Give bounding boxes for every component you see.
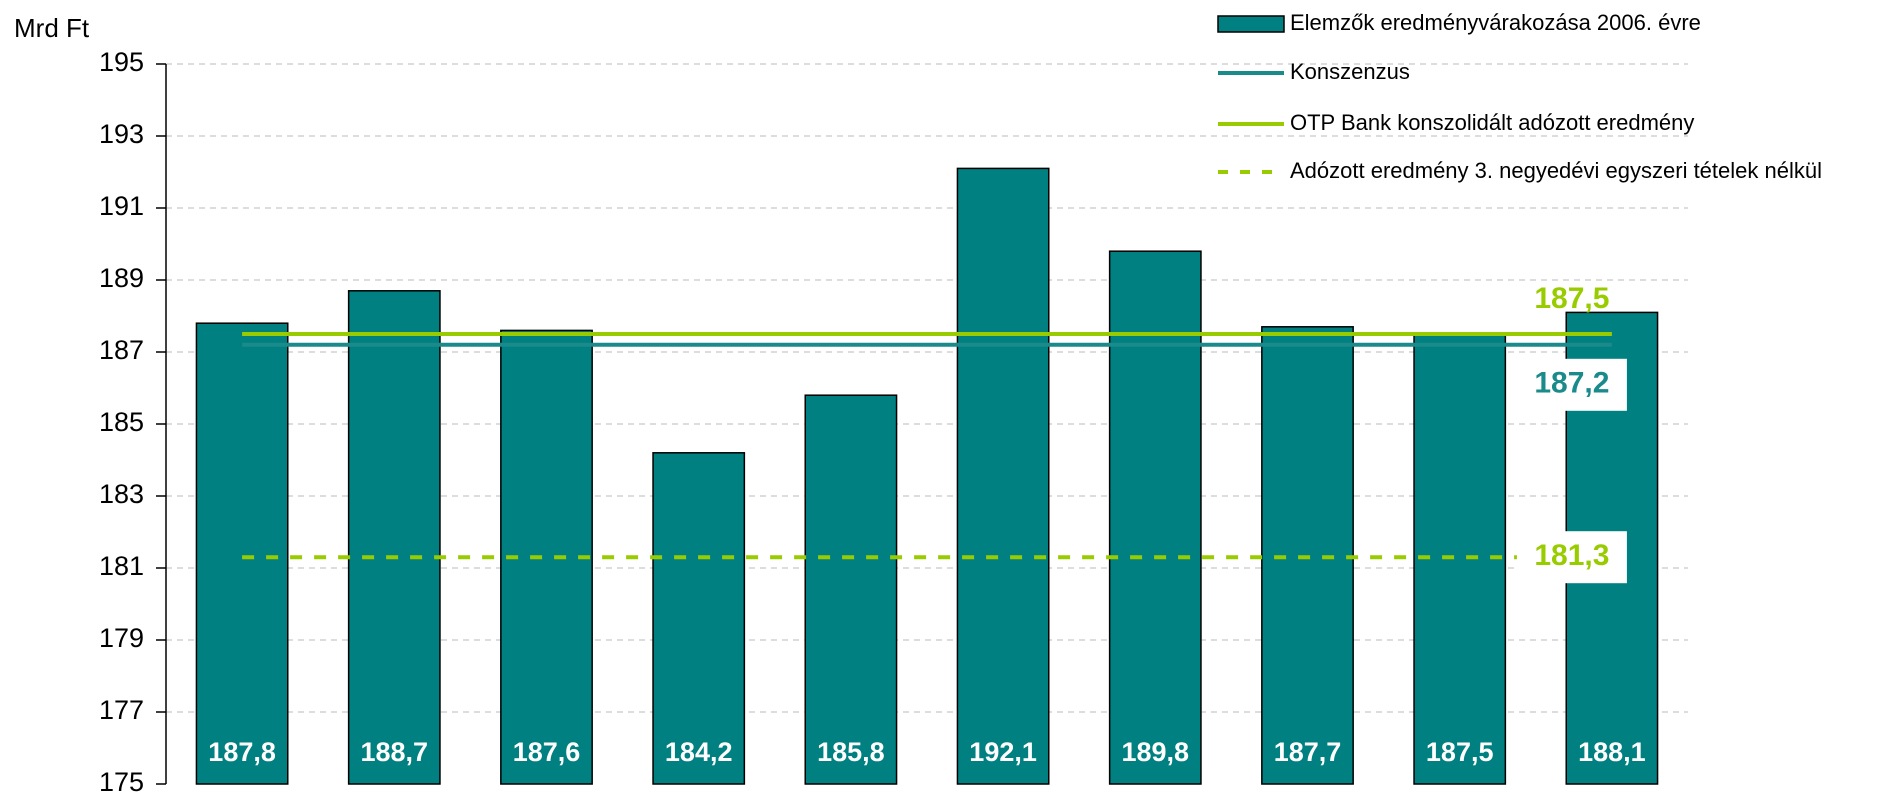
bar-value-label: 184,2: [665, 737, 733, 767]
bar-value-label: 185,8: [817, 737, 885, 767]
y-tick-label: 179: [99, 623, 144, 653]
bar: [804, 394, 898, 785]
legend-label: Elemzők eredményvárakozása 2006. évre: [1290, 10, 1701, 35]
bar-value-label: 187,7: [1274, 737, 1342, 767]
y-tick-label: 187: [99, 335, 144, 365]
bar: [195, 322, 289, 785]
bar-value-label: 192,1: [969, 737, 1037, 767]
legend-label: Adózott eredmény 3. negyedévi egyszeri t…: [1290, 158, 1822, 183]
y-tick-label: 189: [99, 263, 144, 293]
y-axis-label: Mrd Ft: [14, 13, 90, 43]
bar-value-label: 189,8: [1122, 737, 1190, 767]
bar-value-label: 188,7: [361, 737, 429, 767]
bar: [652, 452, 746, 785]
reference-value-label: 187,5: [1534, 282, 1609, 315]
reference-value-label: 187,2: [1534, 367, 1609, 400]
y-tick-label: 183: [99, 479, 144, 509]
y-tick-label: 195: [99, 47, 144, 77]
y-tick-label: 177: [99, 695, 144, 725]
y-tick-label: 191: [99, 191, 144, 221]
y-tick-label: 175: [99, 767, 144, 795]
bar-value-label: 187,8: [208, 737, 276, 767]
y-tick-label: 193: [99, 119, 144, 149]
y-tick-label: 185: [99, 407, 144, 437]
label-box: [1516, 358, 1627, 411]
bar: [347, 290, 441, 785]
bar: [956, 167, 1050, 785]
y-tick-label: 181: [99, 551, 144, 581]
bar-value-label: 187,5: [1426, 737, 1494, 767]
legend-label: OTP Bank konszolidált adózott eredmény: [1290, 110, 1694, 135]
label-box: [1516, 531, 1627, 584]
reference-value-label: 181,3: [1534, 539, 1609, 572]
bar: [1108, 250, 1202, 785]
legend-swatch: [1217, 15, 1285, 33]
legend-label: Konszenzus: [1290, 59, 1410, 84]
bar-value-label: 188,1: [1578, 737, 1646, 767]
bar-value-label: 187,6: [513, 737, 581, 767]
